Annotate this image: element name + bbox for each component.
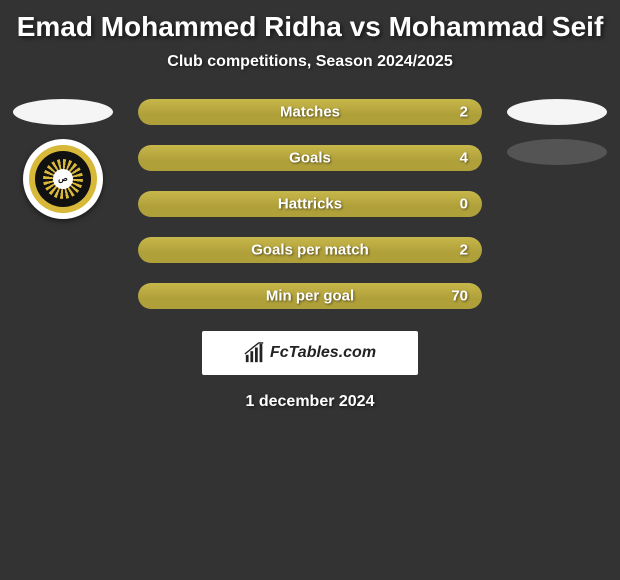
infographic-root: Emad Mohammed Ridha vs Mohammad Seif Clu… [0,0,620,411]
stat-value: 4 [460,149,468,166]
stat-value: 0 [460,195,468,212]
player-left-column: ص [8,99,118,309]
stat-bar-goals: Goals 4 [138,145,482,171]
stat-value: 70 [451,287,468,304]
player-right-club-pill [507,139,607,165]
stat-bar-goals-per-match: Goals per match 2 [138,237,482,263]
stats-column: Matches 2 Goals 4 Hattricks 0 Goals per … [118,99,502,309]
stat-bar-hattricks: Hattricks 0 [138,191,482,217]
stat-value: 2 [460,103,468,120]
stat-bar-matches: Matches 2 [138,99,482,125]
stat-label: Matches [280,103,340,120]
stat-value: 2 [460,241,468,258]
stat-bar-min-per-goal: Min per goal 70 [138,283,482,309]
stat-label: Goals [289,149,331,166]
page-title: Emad Mohammed Ridha vs Mohammad Seif [0,8,620,53]
player-right-column [502,99,612,309]
stat-label: Goals per match [251,241,369,258]
player-right-flag-pill [507,99,607,125]
brand-text: FcTables.com [270,344,376,362]
subtitle: Club competitions, Season 2024/2025 [0,53,620,71]
date-text: 1 december 2024 [0,393,620,411]
comparison-row: ص Matches 2 Goals 4 Hattricks 0 Goal [0,99,620,309]
stat-label: Min per goal [266,287,354,304]
stat-label: Hattricks [278,195,342,212]
bar-chart-icon [244,342,266,364]
player-left-club-badge: ص [23,139,103,219]
badge-core-text: ص [53,169,73,189]
brand-box: FcTables.com [202,331,418,375]
player-left-flag-pill [13,99,113,125]
